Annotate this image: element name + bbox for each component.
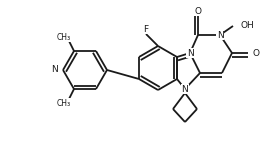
Text: CH₃: CH₃ — [57, 98, 71, 108]
Text: N: N — [182, 84, 188, 94]
Text: CH₃: CH₃ — [57, 32, 71, 42]
Text: N: N — [217, 30, 223, 39]
Text: F: F — [143, 24, 149, 34]
Text: O: O — [253, 49, 260, 58]
Text: O: O — [195, 7, 202, 15]
Text: N: N — [187, 49, 193, 58]
Text: N: N — [51, 66, 58, 74]
Text: OH: OH — [240, 22, 254, 30]
